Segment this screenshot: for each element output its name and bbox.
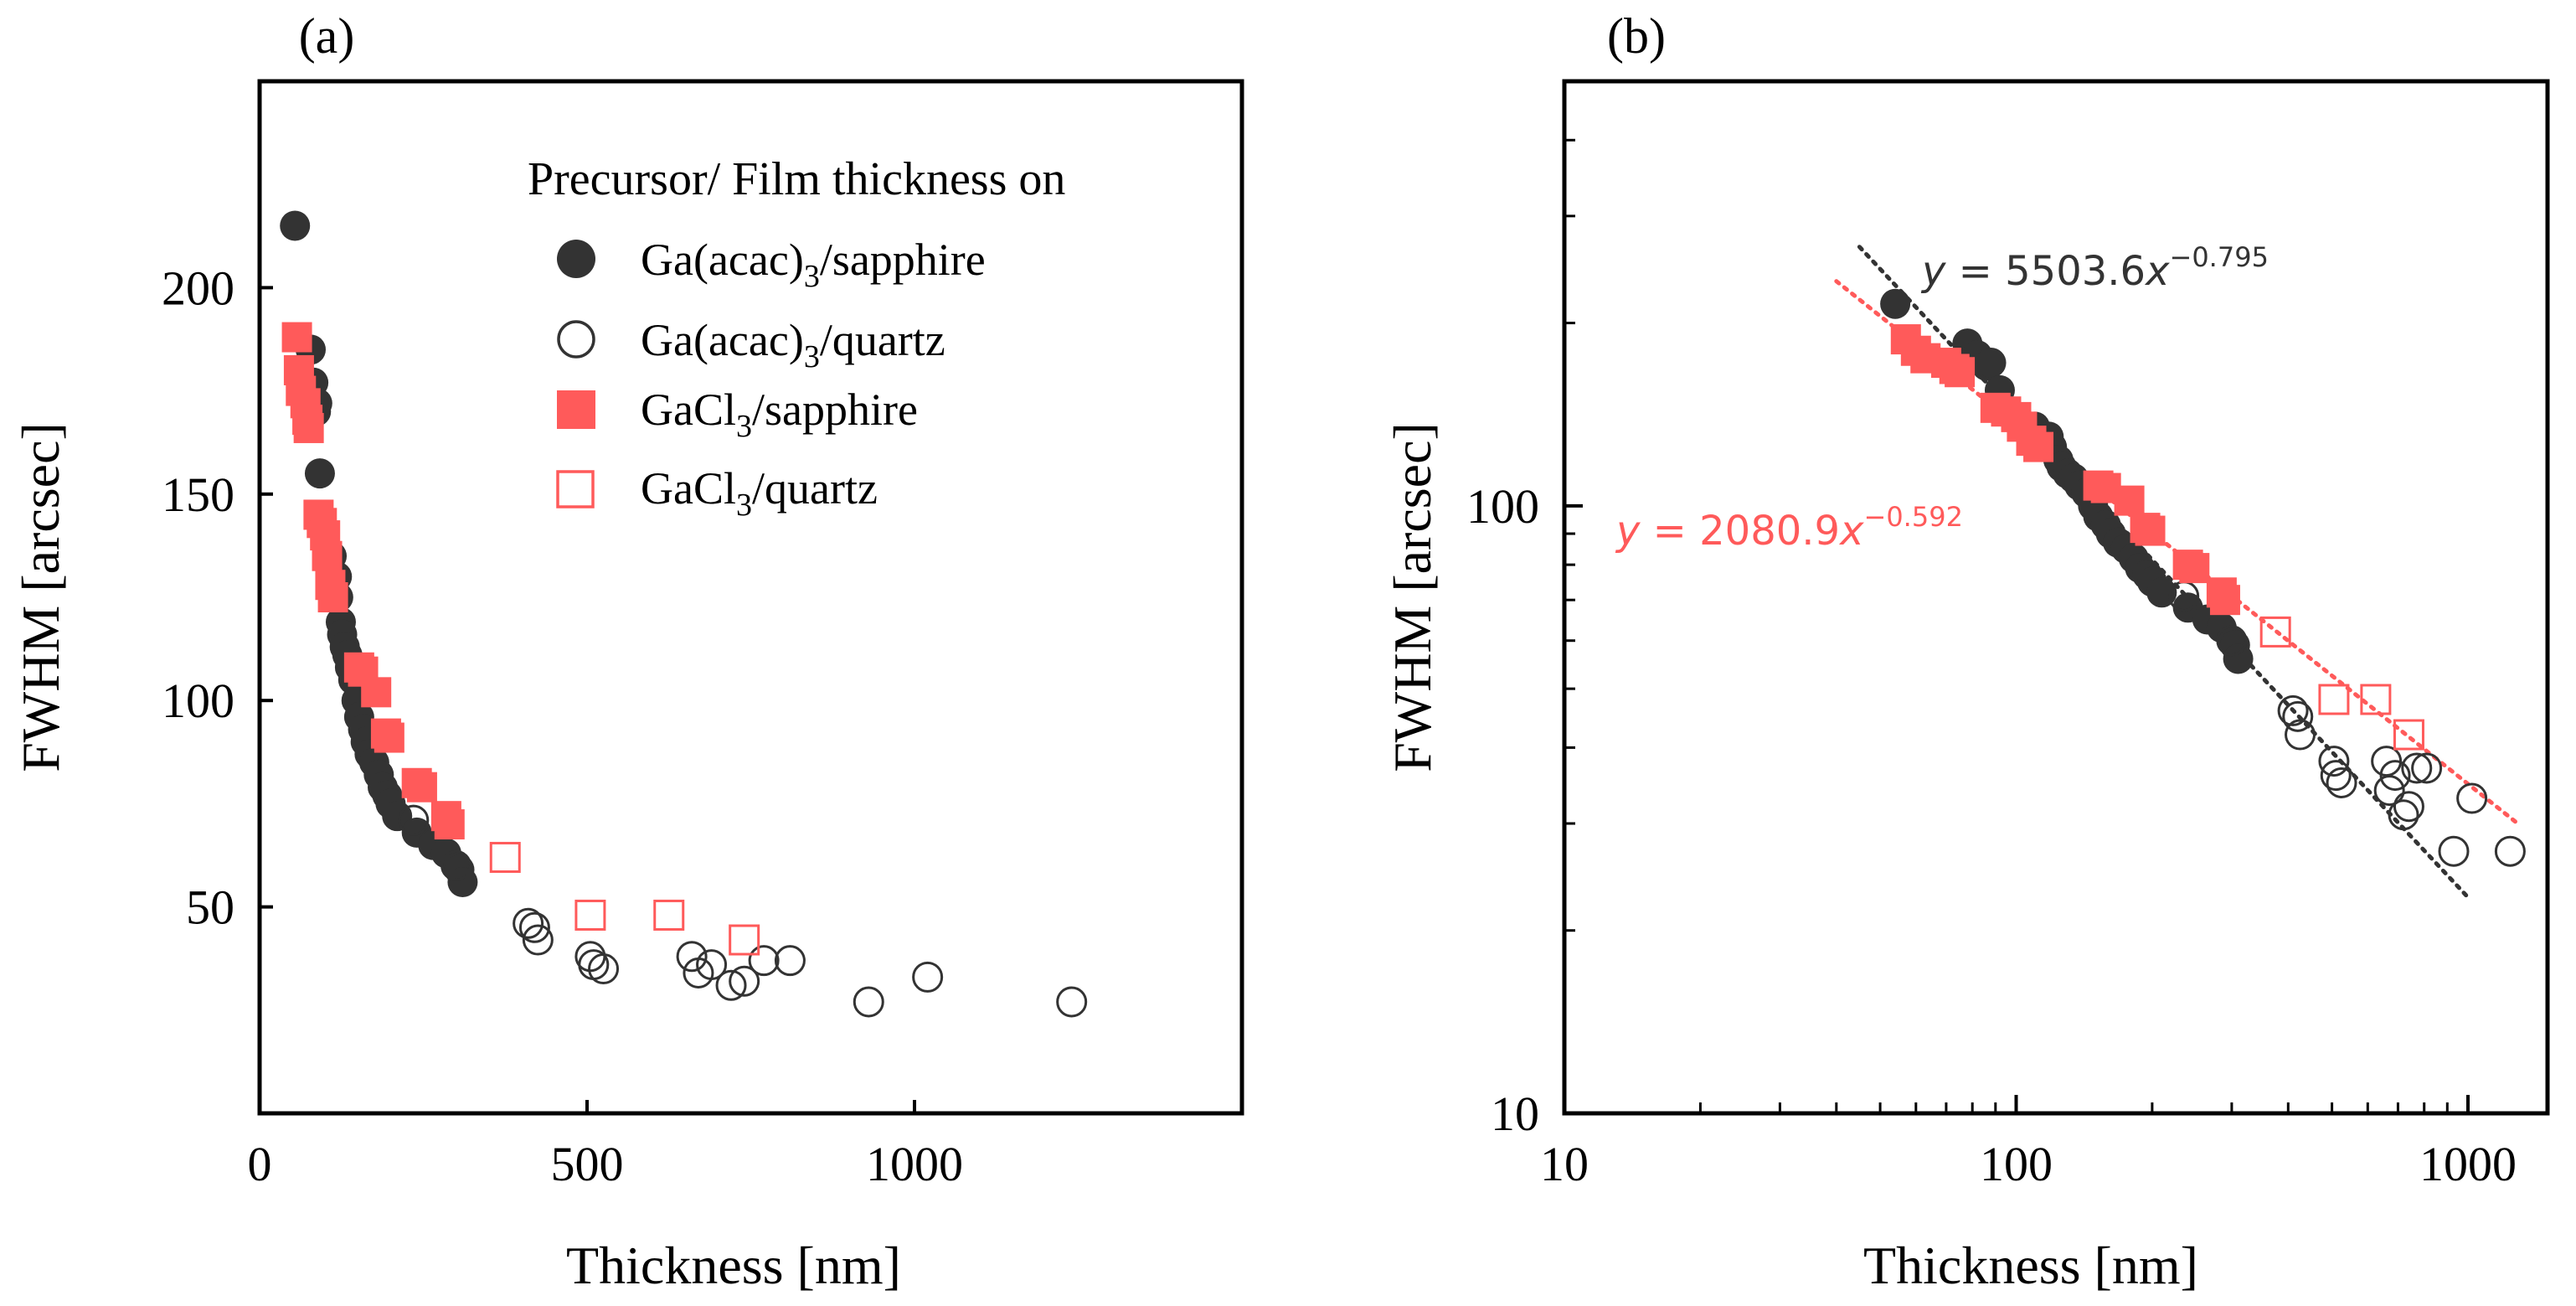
panel-b-point-gaacac3-quartz [2285, 719, 2316, 751]
panel-a-plot-frame [257, 79, 1244, 1116]
panel-a-point-gaacac3-quartz [518, 911, 550, 943]
panel-a-label: (a) [299, 8, 355, 64]
y-tick-label-100: 100 [1466, 479, 1539, 534]
panel-a-point-gacl3-quartz [489, 841, 521, 873]
panel-b-points [1880, 288, 2526, 867]
panel-b-point-gaacac3-quartz [2411, 752, 2443, 784]
panel-b-point-gacl3-sapphire [2135, 515, 2166, 546]
panel-b-point-gacl3-quartz [2393, 719, 2424, 751]
y-tick-label-150: 150 [162, 467, 234, 522]
panel-a-point-gacl3-sapphire [293, 412, 324, 443]
x-tick-label-0: 0 [248, 1137, 272, 1191]
panel-b-x-axis-title: Thickness [nm] [1863, 1236, 2198, 1295]
panel-a-point-gaacac3-quartz [1056, 986, 1088, 1018]
panel-a-point-gaacac3-quartz [696, 949, 728, 981]
legend-marker-ga-acac-sapphire [557, 240, 595, 278]
panel-b-point-gaacac3-quartz [2494, 835, 2526, 867]
panel-b-point-gacl3-quartz [2318, 684, 2350, 715]
y-tick-label-200: 200 [162, 261, 234, 315]
panel-a-points [280, 210, 1088, 1018]
panel-b-point-gaacac3-quartz [2326, 767, 2357, 798]
panel-a-point-gaacac3-quartz [748, 945, 780, 977]
panel-b-point-gaacac3-quartz [2216, 625, 2248, 657]
panel-a-point-gaacac3-sapphire [280, 210, 311, 241]
legend-label-gacl3-quartz: GaCl3/quartz [641, 463, 878, 523]
panel-a-point-gacl3-quartz [653, 899, 685, 931]
panel-a: (a) 0 500 1000 50 100 150 200 Thickness [nm] F… [11, 8, 1244, 1295]
panel-a-point-gacl3-quartz [574, 899, 606, 931]
panel-a-y-axis-title: FWHM [arcsec] [11, 422, 70, 772]
legend-marker-gacl3-sapphire [557, 390, 595, 429]
legend-title: Precursor/ Film thickness on [528, 153, 1065, 205]
panel-b-y-axis-title: FWHM [arcsec] [1383, 422, 1442, 772]
panel-b-point-gaacac3-quartz [2438, 835, 2470, 867]
fit-equation-black: y = 5503.6x−0.795 [1920, 241, 2269, 295]
panel-a-legend: Precursor/ Film thickness on Ga(acac)3/s… [528, 153, 1065, 523]
x-tick-label-1000: 1000 [866, 1137, 963, 1191]
panel-a-point-gaacac3-quartz [774, 945, 806, 977]
panel-b-point-gacl3-sapphire [2023, 431, 2054, 462]
panel-a-point-gacl3-quartz [729, 924, 760, 956]
fit-equation-red: y = 2080.9x−0.592 [1615, 501, 1963, 555]
panel-a-point-gaacac3-sapphire [304, 458, 335, 489]
panel-a-point-gaacac3-quartz [513, 907, 544, 939]
panel-b-point-gaacac3-quartz [2401, 752, 2433, 784]
panel-a-point-gacl3-sapphire [317, 582, 348, 612]
y-tick-label-10: 10 [1491, 1087, 1539, 1141]
panel-b-point-gaacac3-sapphire [1976, 348, 2007, 379]
panel-a-point-gacl3-sapphire [434, 809, 465, 840]
panel-b-point-gaacac3-quartz [2282, 700, 2314, 732]
panel-a-x-axis-title: Thickness [nm] [566, 1236, 901, 1295]
y-tick-label-50: 50 [186, 880, 234, 935]
panel-b-point-gaacac3-sapphire [2223, 643, 2254, 674]
panel-b-point-gacl3-sapphire [2179, 553, 2210, 584]
panel-b-plot-frame [1562, 79, 2550, 1116]
panel-b-label: (b) [1607, 8, 1666, 64]
panel-a-point-gaacac3-quartz [440, 849, 472, 881]
legend-marker-gacl3-quartz [556, 470, 595, 508]
panel-a-point-gacl3-sapphire [312, 540, 343, 571]
panel-a-point-gacl3-sapphire [281, 322, 312, 353]
panel-a-point-gaacac3-quartz [715, 969, 747, 1001]
panel-b-point-gacl3-quartz [2259, 616, 2291, 648]
panel-b-point-gacl3-sapphire [2209, 585, 2240, 616]
legend-label-gacl3-sapphire: GaCl3/sapphire [641, 385, 918, 444]
y-tick-label-100: 100 [162, 674, 234, 728]
panel-a-point-gaacac3-quartz [853, 986, 884, 1018]
legend-marker-ga-acac-quartz [557, 320, 595, 359]
panel-b-point-gaacac3-quartz [2373, 775, 2405, 807]
panel-b-point-gaacac3-sapphire [1880, 288, 1911, 319]
legend-label-ga-acac-sapphire: Ga(acac)3/sapphire [641, 235, 986, 294]
panel-b-point-gaacac3-quartz [2277, 694, 2309, 726]
panel-a-point-gacl3-sapphire [374, 722, 404, 753]
x-tick-label-500: 500 [551, 1137, 624, 1191]
panel-a-point-gaacac3-quartz [588, 953, 620, 985]
panel-b-point-gaacac3-quartz [2456, 782, 2488, 814]
panel-a-point-gaacac3-quartz [522, 924, 554, 956]
x-tick-label-1000: 1000 [2419, 1137, 2517, 1191]
panel-b-point-gaacac3-quartz [2379, 760, 2411, 792]
panel-b: (b) 10 100 1000 10 100 y = 5503.6x−0.795 y =… [1383, 8, 2550, 1295]
x-tick-label-100: 100 [1980, 1137, 2053, 1191]
panel-b-point-gaacac3-quartz [2318, 746, 2350, 777]
panel-a-point-gaacac3-quartz [676, 941, 708, 973]
panel-b-point-gaacac3-quartz [2393, 791, 2424, 823]
x-tick-label-10: 10 [1540, 1137, 1589, 1191]
panel-a-ticks: 0 500 1000 50 100 150 200 [162, 261, 963, 1191]
legend-label-ga-acac-quartz: Ga(acac)3/quartz [641, 315, 945, 374]
panel-a-point-gaacac3-quartz [398, 804, 430, 836]
panel-a-point-gacl3-sapphire [361, 677, 392, 708]
panel-b-point-gaacac3-quartz [2320, 760, 2352, 792]
panel-b-point-gaacac3-quartz [2388, 799, 2419, 831]
panel-b-point-gacl3-quartz [2360, 684, 2392, 715]
panel-a-point-gaacac3-quartz [729, 965, 760, 997]
panel-a-point-gaacac3-sapphire [447, 867, 478, 898]
panel-b-ticks: 10 100 1000 10 100 [1466, 80, 2517, 1191]
panel-a-point-gacl3-sapphire [406, 772, 437, 803]
panel-a-point-gaacac3-quartz [912, 961, 944, 993]
panel-b-point-gacl3-sapphire [2114, 485, 2145, 516]
panel-b-point-gacl3-sapphire [1945, 357, 1976, 388]
